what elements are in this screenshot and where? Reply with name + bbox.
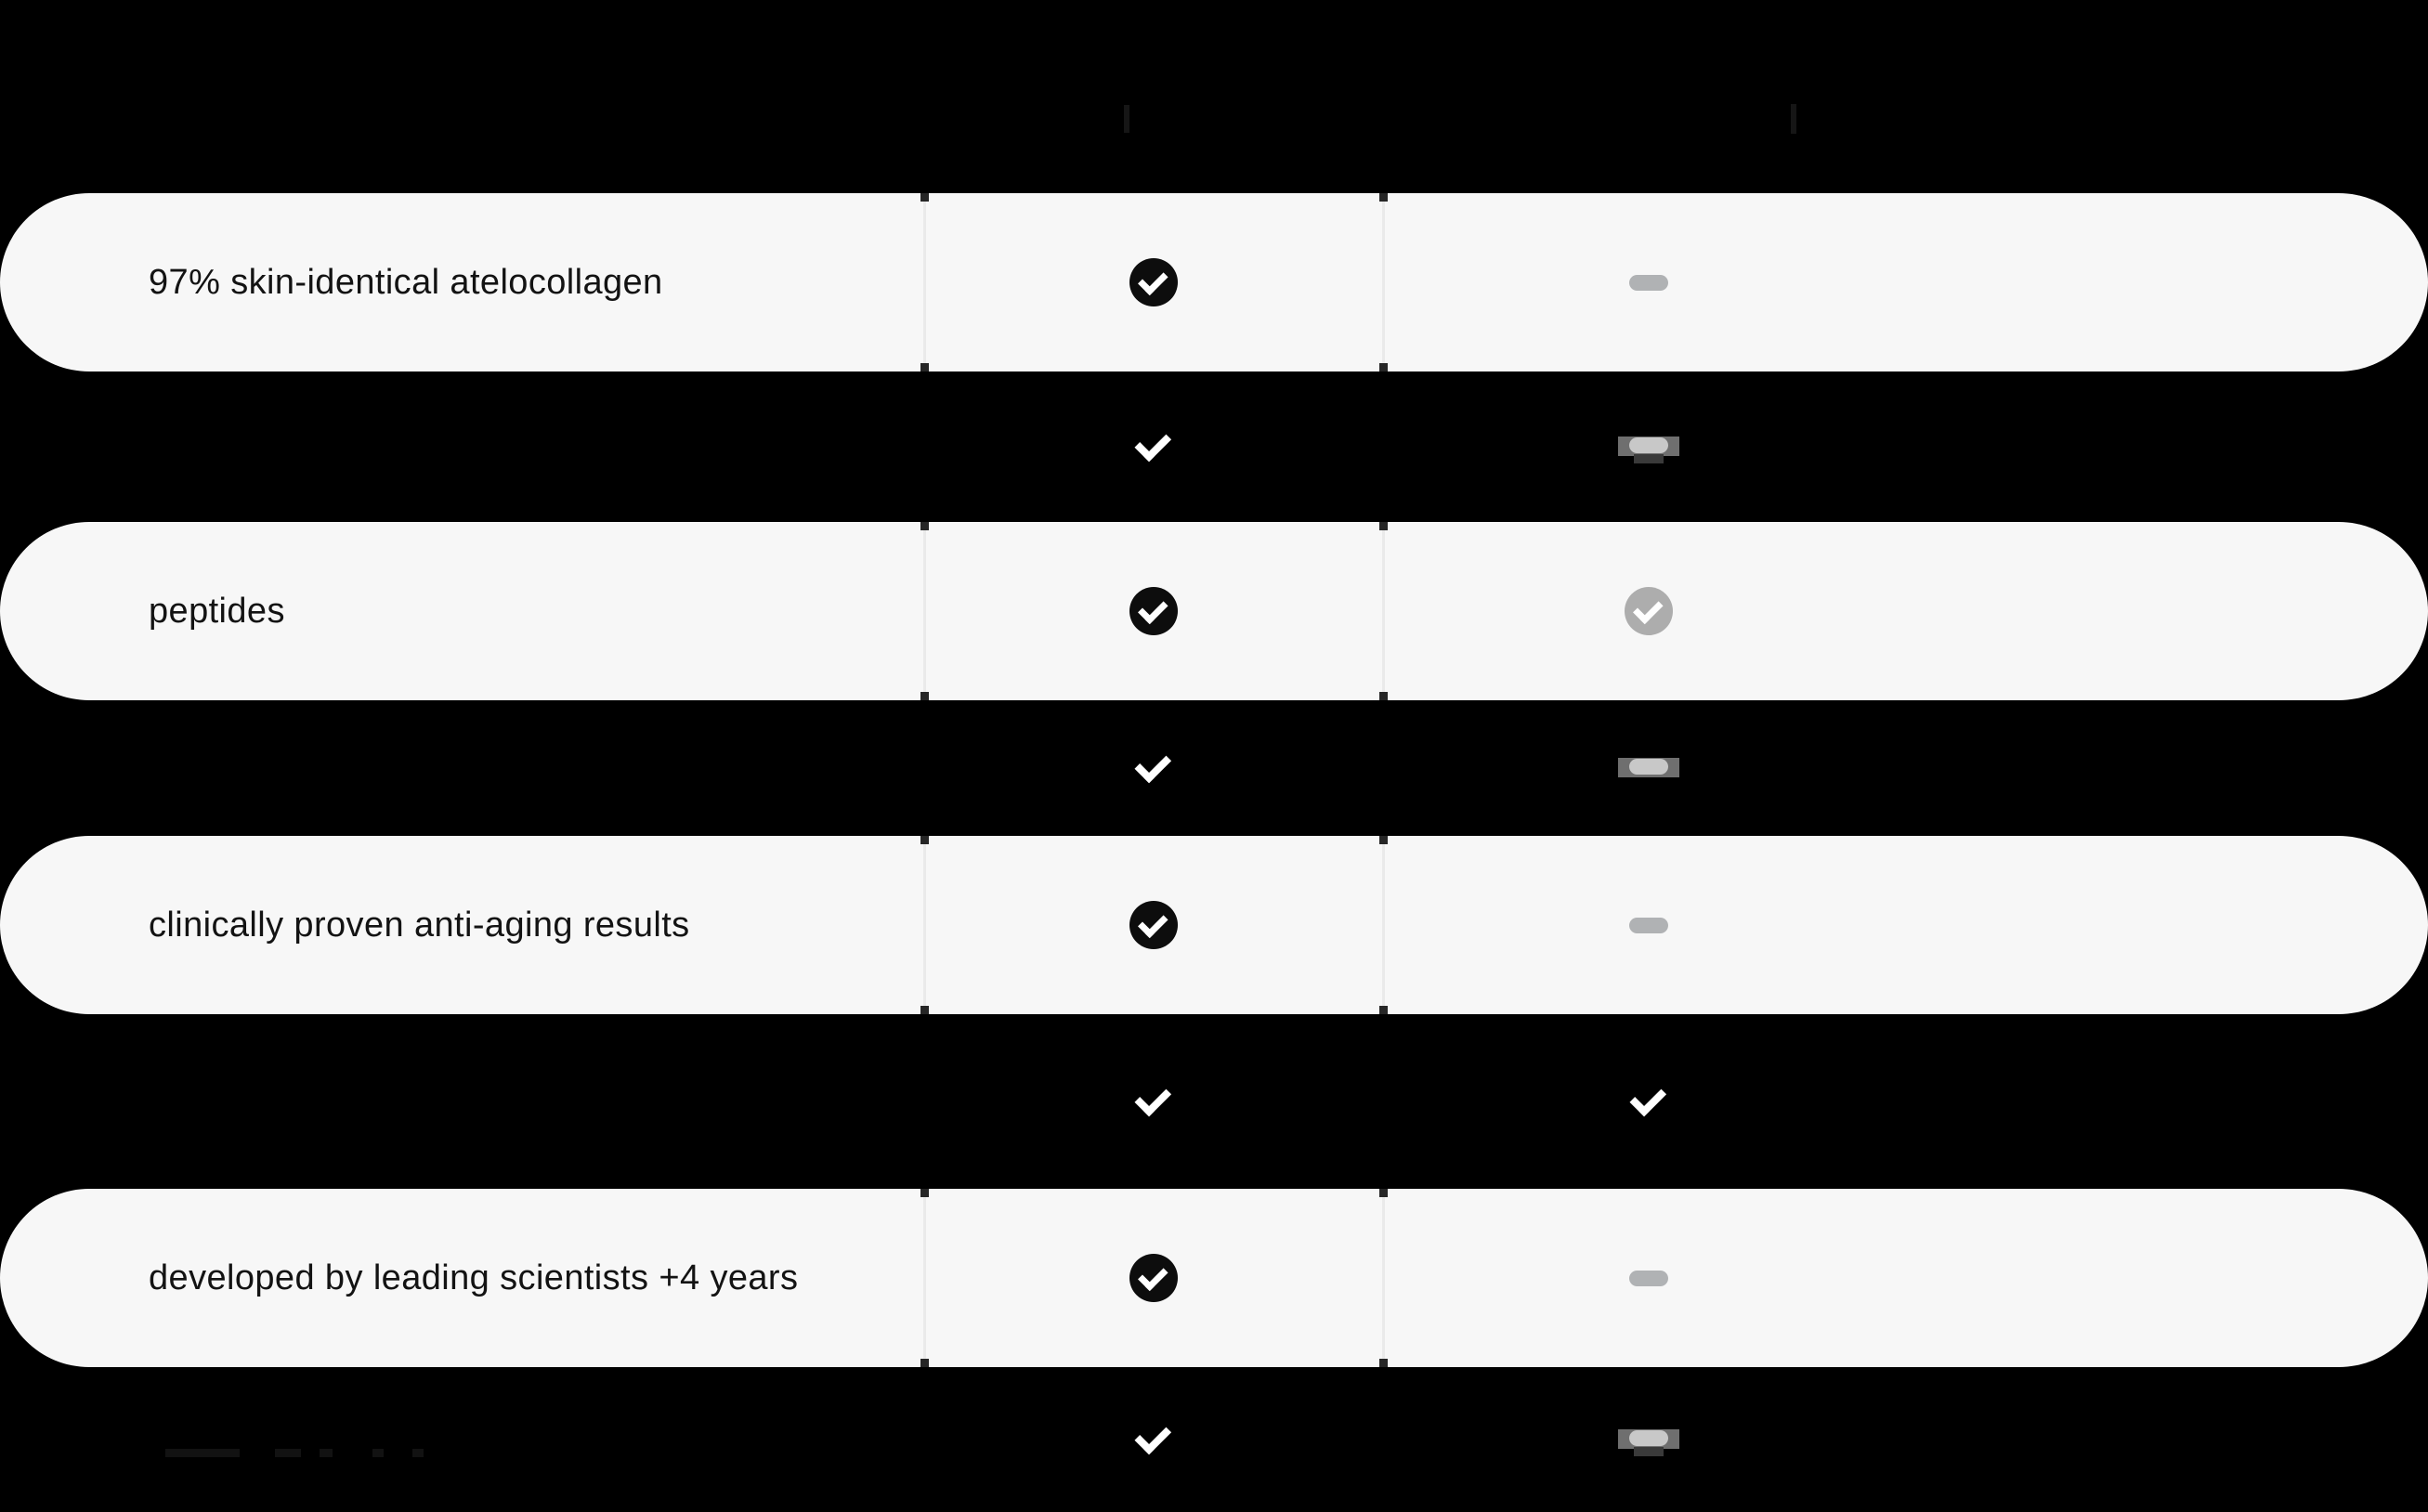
column-divider — [1382, 193, 1385, 371]
check-white-icon — [1134, 746, 1172, 784]
column-divider — [1382, 836, 1385, 1014]
check-circle-dark-icon — [1129, 587, 1178, 635]
feature-label: clinically proven anti-aging results — [149, 905, 690, 945]
check-white-icon — [1134, 1417, 1172, 1455]
dash-gray-icon — [1628, 274, 1668, 291]
check-circle-gray-icon — [1624, 587, 1673, 635]
column-divider — [923, 836, 926, 1014]
hidden-text-artifact — [320, 1449, 333, 1457]
column-divider — [1382, 1189, 1385, 1367]
table-row: peptides — [0, 522, 2428, 700]
column-divider — [923, 1189, 926, 1367]
divider-tick — [920, 193, 929, 202]
check-circle-dark-icon — [1129, 258, 1178, 306]
divider-tick — [1379, 836, 1388, 844]
hidden-text-artifact — [275, 1449, 301, 1457]
divider-tick — [920, 836, 929, 844]
divider-tick — [1379, 692, 1388, 700]
hidden-text-artifact — [1791, 104, 1796, 134]
feature-label: developed by leading scientists +4 years — [149, 1258, 799, 1297]
feature-label: peptides — [149, 591, 285, 631]
divider-tick — [920, 522, 929, 530]
table-row: 97% skin-identical atelocollagen — [0, 193, 2428, 371]
table-header-band — [0, 0, 2428, 193]
divider-tick — [920, 692, 929, 700]
column-divider — [923, 193, 926, 371]
divider-tick — [920, 1359, 929, 1367]
divider-tick — [1379, 1189, 1388, 1197]
check-circle-dark-icon — [1129, 901, 1178, 949]
hidden-text-artifact — [165, 1449, 240, 1457]
table-row: clinically proven anti-aging results — [0, 836, 2428, 1014]
dash-gray-icon — [1628, 917, 1668, 933]
table-row — [0, 1367, 2428, 1512]
table-row: developed by leading scientists +4 years — [0, 1189, 2428, 1367]
divider-tick — [1379, 363, 1388, 371]
table-row — [0, 371, 2428, 522]
table-row — [0, 700, 2428, 836]
divider-tick — [1379, 193, 1388, 202]
hidden-text-artifact — [412, 1449, 424, 1457]
divider-tick — [1379, 1006, 1388, 1014]
hidden-text-artifact — [372, 1449, 384, 1457]
check-white-icon — [1134, 424, 1172, 463]
column-divider — [1382, 522, 1385, 700]
dash-gray-artifact-icon — [1617, 1423, 1679, 1456]
feature-label: 97% skin-identical atelocollagen — [149, 262, 663, 302]
divider-tick — [920, 363, 929, 371]
hidden-text-artifact — [1124, 105, 1129, 133]
divider-tick — [920, 1189, 929, 1197]
dash-gray-artifact-icon — [1617, 430, 1679, 463]
dash-gray-icon — [1628, 1270, 1668, 1286]
table-row — [0, 1014, 2428, 1189]
divider-tick — [920, 1006, 929, 1014]
check-white-icon — [1628, 1079, 1666, 1117]
divider-tick — [1379, 1359, 1388, 1367]
dash-gray-artifact-icon — [1617, 751, 1679, 785]
column-divider — [923, 522, 926, 700]
divider-tick — [1379, 522, 1388, 530]
check-white-icon — [1134, 1079, 1172, 1117]
check-circle-dark-icon — [1129, 1254, 1178, 1302]
